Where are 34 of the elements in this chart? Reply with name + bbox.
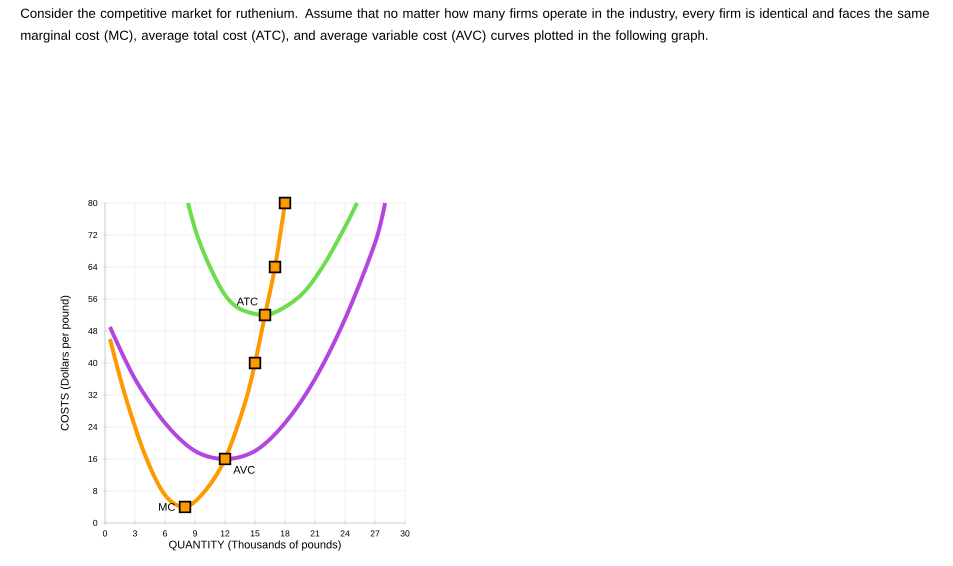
annotation: ATC <box>236 298 258 306</box>
y-tick-label: 48 <box>88 328 98 334</box>
y-tick-label: 8 <box>93 488 98 494</box>
y-axis-title: COSTS (Dollars per pound) <box>60 296 71 430</box>
point <box>258 308 272 322</box>
y-tick-label: 72 <box>88 232 98 238</box>
x-tick-label: 0 <box>102 530 108 536</box>
point <box>268 260 282 274</box>
x-tick-label: 18 <box>280 530 290 536</box>
y-tick-label: 56 <box>88 296 98 302</box>
x-axis-title: QUANTITY (Thousands of pounds) <box>169 540 341 551</box>
x-tick-label: 30 <box>400 530 410 536</box>
y-tick-label: 0 <box>93 520 98 526</box>
point <box>248 356 262 370</box>
y-tick-label: 24 <box>88 424 98 430</box>
annotation: MC <box>159 503 175 511</box>
x-tick-label: 3 <box>132 530 138 536</box>
y-tick-label: 40 <box>88 360 98 366</box>
x-tick-label: 9 <box>192 530 198 536</box>
y-tick-label: 32 <box>88 392 98 398</box>
annotation: AVC <box>233 466 255 474</box>
text: Consider the competitive market for ruthenium. Assume that no matter how many firms operate in the industry, every firm is identical and faces the same marginal cost (MC), average total cost (ATC), and average variable cost (AVC) curves plotted in the following graph. <box>20 8 930 43</box>
x-tick-label: 24 <box>340 530 350 536</box>
x-tick-label: 12 <box>220 530 230 536</box>
point <box>218 452 232 466</box>
point <box>278 196 292 210</box>
y-tick-label: 16 <box>88 456 98 462</box>
y-tick-label: 64 <box>88 264 98 270</box>
x-tick-label: 21 <box>310 530 320 536</box>
point <box>178 500 192 514</box>
x-tick-label: 6 <box>163 530 168 536</box>
x-tick-label: 15 <box>250 530 260 536</box>
y-tick-label: 80 <box>88 200 98 206</box>
x-tick-label: 27 <box>370 530 380 536</box>
